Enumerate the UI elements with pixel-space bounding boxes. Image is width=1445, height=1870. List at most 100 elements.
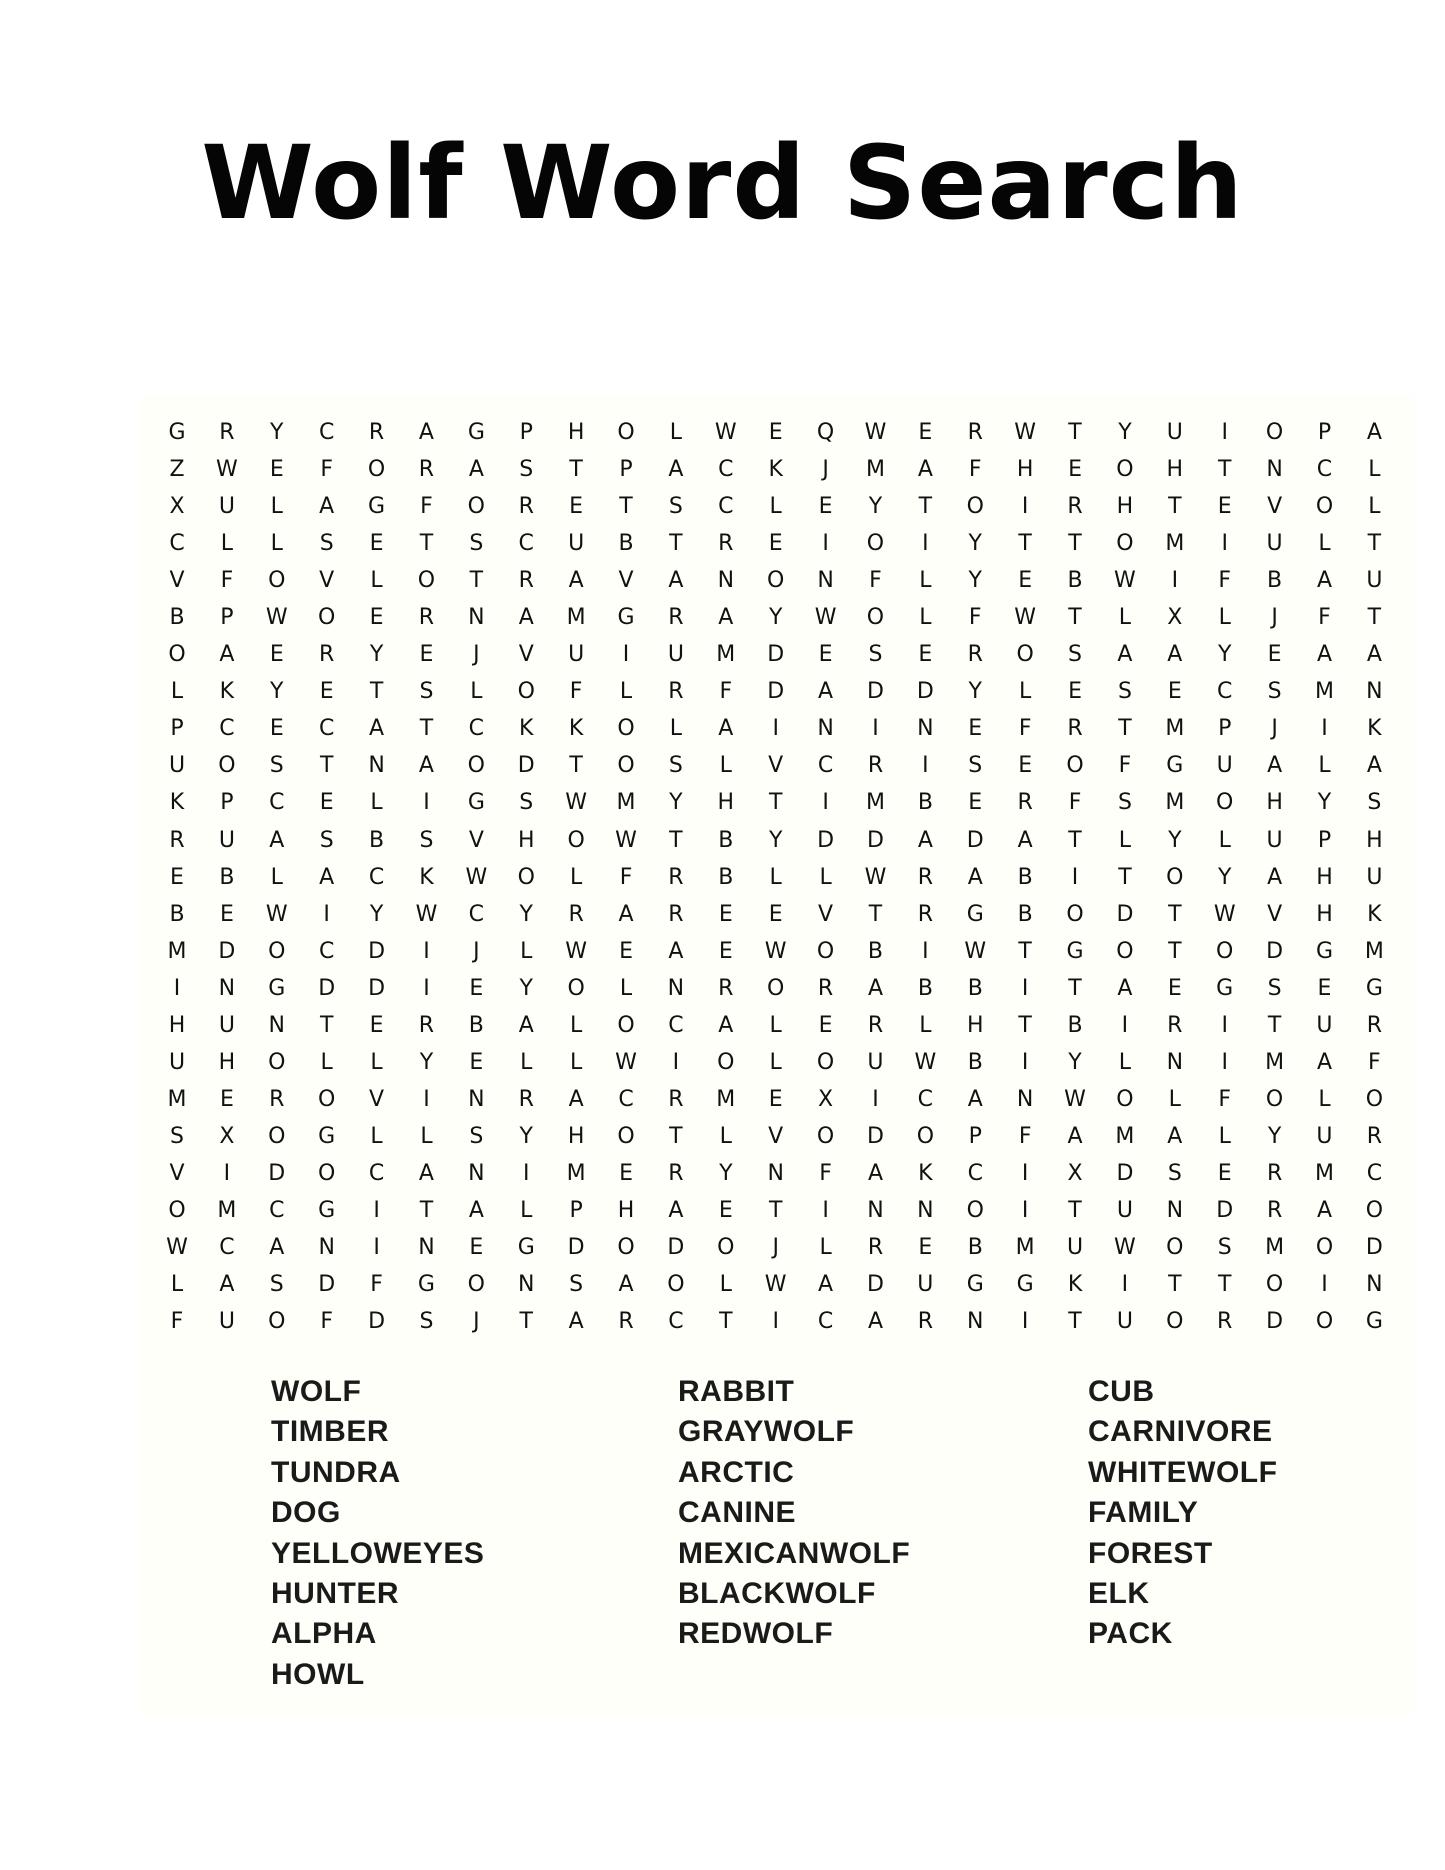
grid-letter[interactable]: I (922, 753, 929, 779)
grid-letter[interactable]: A (1316, 642, 1333, 668)
grid-letter[interactable]: W (1114, 568, 1136, 594)
grid-letter[interactable]: L (1019, 679, 1032, 705)
grid-letter[interactable]: F (420, 494, 433, 520)
grid-letter[interactable]: G (467, 790, 485, 816)
grid-letter[interactable]: V (818, 901, 834, 927)
grid-letter[interactable]: I (1121, 1012, 1129, 1038)
grid-letter[interactable]: R (1266, 1197, 1283, 1223)
grid-letter[interactable]: T (1367, 605, 1382, 631)
grid-letter[interactable]: A (1167, 1123, 1183, 1149)
grid-letter[interactable]: I (772, 1309, 779, 1335)
grid-letter[interactable]: U (1116, 1309, 1133, 1335)
grid-letter[interactable]: P (220, 605, 234, 631)
grid-letter[interactable]: H (1166, 457, 1184, 483)
grid-letter[interactable]: G (417, 1272, 435, 1298)
grid-letter[interactable]: E (818, 494, 833, 520)
grid-letter[interactable]: U (1266, 827, 1283, 853)
grid-letter[interactable]: A (668, 1197, 684, 1223)
grid-letter[interactable]: D (667, 1235, 685, 1261)
grid-letter[interactable]: E (1018, 753, 1033, 779)
grid-letter[interactable]: A (568, 568, 584, 594)
grid-letter[interactable]: V (1267, 494, 1283, 520)
grid-letter[interactable]: R (1217, 1309, 1233, 1335)
grid-letter[interactable]: S (469, 1123, 484, 1149)
grid-letter[interactable]: S (668, 494, 683, 520)
grid-letter[interactable]: A (568, 1086, 584, 1112)
grid-letter[interactable]: G (966, 1272, 984, 1298)
grid-letter[interactable]: A (1117, 642, 1133, 668)
grid-letter[interactable]: C (468, 716, 485, 742)
grid-letter[interactable]: L (919, 1012, 932, 1038)
grid-letter[interactable]: Y (669, 790, 683, 816)
grid-letter[interactable]: V (169, 568, 185, 594)
grid-letter[interactable]: M (167, 938, 187, 964)
grid-letter[interactable]: C (368, 864, 385, 890)
grid-letter[interactable]: K (568, 716, 584, 742)
grid-letter[interactable]: G (368, 494, 386, 520)
grid-letter[interactable]: Y (968, 568, 982, 594)
grid-letter[interactable]: T (419, 531, 434, 557)
grid-letter[interactable]: N (1016, 1086, 1034, 1112)
grid-letter[interactable]: C (668, 1012, 684, 1038)
grid-letter[interactable]: U (218, 1309, 235, 1335)
grid-letter[interactable]: H (1316, 901, 1333, 927)
grid-letter[interactable]: R (518, 568, 534, 594)
grid-letter[interactable]: Y (270, 679, 284, 705)
grid-letter[interactable]: V (768, 753, 784, 779)
grid-letter[interactable]: D (368, 975, 386, 1001)
grid-letter[interactable]: T (319, 753, 334, 779)
grid-letter[interactable]: D (218, 938, 236, 964)
grid-letter[interactable]: E (619, 938, 633, 964)
grid-letter[interactable]: J (1271, 716, 1278, 742)
grid-letter[interactable]: S (419, 679, 434, 705)
grid-letter[interactable]: G (1216, 975, 1234, 1001)
grid-letter[interactable]: E (918, 420, 933, 445)
grid-letter[interactable]: X (818, 1086, 834, 1112)
grid-letter[interactable]: E (269, 642, 284, 668)
grid-letter[interactable]: T (918, 494, 933, 520)
grid-letter[interactable]: E (1167, 679, 1182, 705)
grid-letter[interactable]: L (1368, 457, 1381, 483)
grid-letter[interactable]: U (1166, 420, 1183, 445)
grid-letter[interactable]: A (219, 1272, 235, 1298)
grid-letter[interactable]: I (922, 531, 929, 557)
grid-letter[interactable]: Y (968, 679, 982, 705)
grid-letter[interactable]: N (817, 568, 834, 594)
grid-letter[interactable]: K (219, 679, 235, 705)
grid-letter[interactable]: M (1314, 1160, 1334, 1186)
grid-letter[interactable]: N (218, 975, 236, 1001)
grid-letter[interactable]: O (318, 1160, 336, 1186)
grid-letter[interactable]: F (220, 568, 234, 594)
grid-letter[interactable]: A (618, 1272, 634, 1298)
grid-letter[interactable]: O (1216, 938, 1234, 964)
grid-letter[interactable]: E (718, 1197, 733, 1223)
grid-letter[interactable]: A (917, 457, 933, 483)
grid-letter[interactable]: O (866, 531, 885, 557)
grid-letter[interactable]: E (1068, 457, 1082, 483)
grid-letter[interactable]: N (667, 975, 685, 1001)
grid-letter[interactable]: L (520, 1197, 533, 1223)
grid-letter[interactable]: I (1171, 568, 1179, 594)
grid-letter[interactable]: T (419, 716, 434, 742)
grid-letter[interactable]: T (1018, 938, 1032, 964)
grid-letter[interactable]: H (168, 1012, 186, 1038)
grid-letter[interactable]: N (368, 753, 385, 779)
grid-letter[interactable]: O (268, 1049, 286, 1075)
grid-letter[interactable]: D (1365, 1235, 1383, 1261)
grid-letter[interactable]: X (1067, 1160, 1083, 1186)
grid-letter[interactable]: V (169, 1160, 185, 1186)
grid-letter[interactable]: L (520, 1049, 533, 1075)
grid-letter[interactable]: W (465, 864, 488, 890)
grid-letter[interactable]: B (967, 975, 983, 1001)
grid-letter[interactable]: T (1068, 827, 1082, 853)
grid-letter[interactable]: V (468, 827, 484, 853)
grid-letter[interactable]: I (622, 642, 630, 668)
grid-letter[interactable]: S (269, 1272, 284, 1298)
grid-letter[interactable]: R (368, 420, 385, 445)
grid-letter[interactable]: O (617, 1123, 635, 1149)
grid-letter[interactable]: X (219, 1123, 235, 1149)
grid-letter[interactable]: O (617, 753, 635, 779)
grid-letter[interactable]: I (1221, 1012, 1228, 1038)
grid-letter[interactable]: C (318, 938, 335, 964)
grid-letter[interactable]: L (1118, 605, 1132, 631)
